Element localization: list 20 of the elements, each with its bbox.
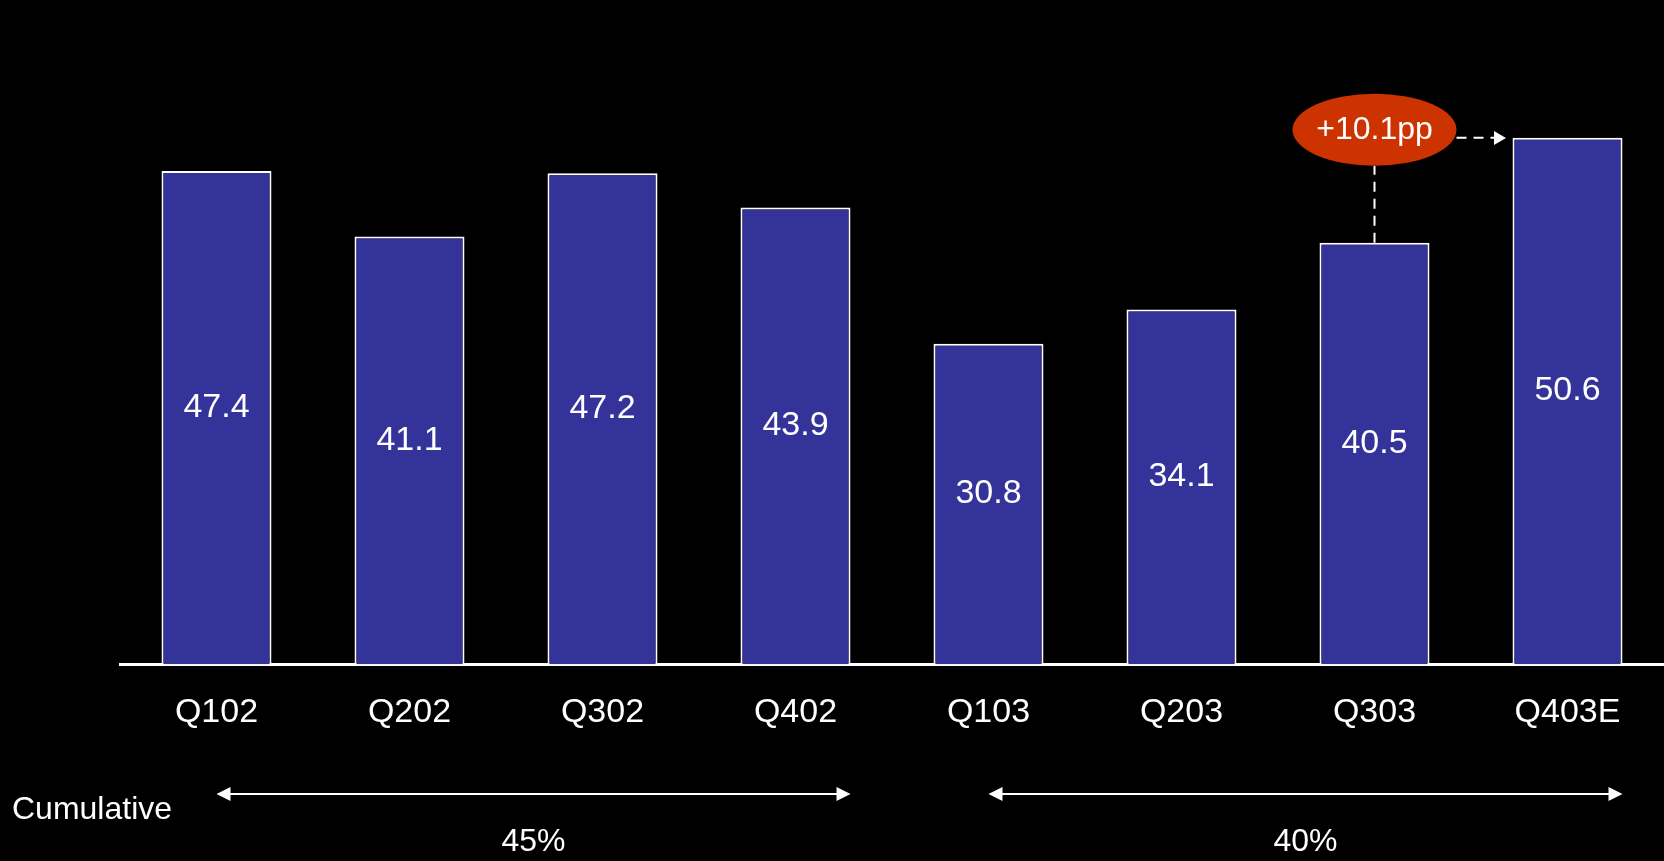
data-label: 40.5 <box>1341 421 1408 460</box>
data-label: 47.2 <box>569 387 636 426</box>
data-label: 47.4 <box>183 386 250 425</box>
x-tick-label: Q302 <box>560 690 645 729</box>
x-tick-label: Q402 <box>753 690 838 729</box>
text: 45% <box>501 822 566 858</box>
x-tick-label: Q103 <box>946 690 1031 729</box>
x-tick-label: Q303 <box>1332 690 1417 729</box>
x-tick-label: Q203 <box>1139 690 1224 729</box>
data-label: 34.1 <box>1148 455 1215 494</box>
x-tick-label: Q102 <box>174 690 259 729</box>
annotation: +10.1pp <box>1316 109 1433 146</box>
x-tick-label: Q403E <box>1514 690 1621 729</box>
text: 40% <box>1273 822 1338 858</box>
data-label: 41.1 <box>376 418 443 457</box>
text: Cumulative <box>12 790 173 826</box>
data-label: 30.8 <box>955 472 1022 511</box>
x-tick-label: Q202 <box>367 690 452 729</box>
data-label: 43.9 <box>762 404 829 443</box>
data-label: 50.6 <box>1534 369 1601 408</box>
